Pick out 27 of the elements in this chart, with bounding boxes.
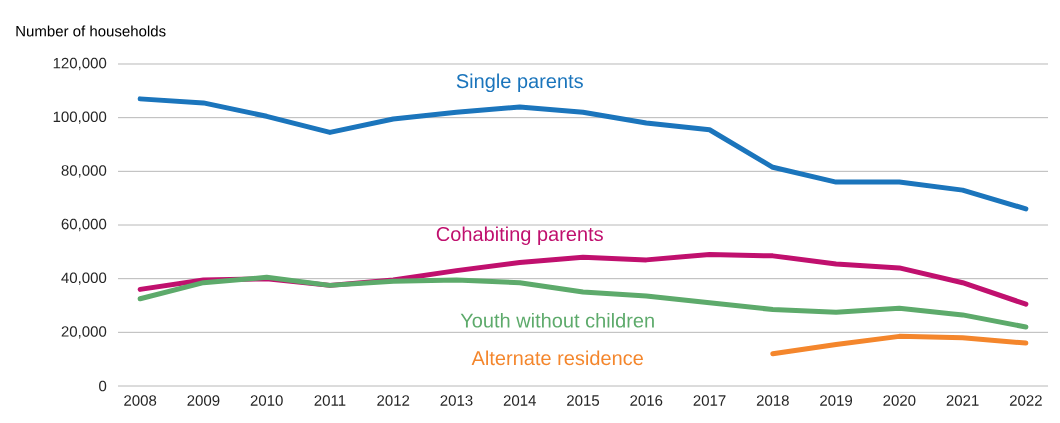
x-tick-label: 2013 <box>440 395 473 406</box>
x-tick-label: 2012 <box>377 395 410 406</box>
x-tick-label: 2014 <box>503 395 536 406</box>
y-tick-label: 80,000 <box>61 165 107 178</box>
x-tick-label: 2018 <box>756 395 789 406</box>
y-tick-label: 60,000 <box>61 218 107 232</box>
x-tick-label: 2009 <box>187 395 220 406</box>
x-tick-label: 2008 <box>124 395 157 406</box>
x-tick-label: 2019 <box>820 395 853 406</box>
x-tick-label: 2022 <box>1009 395 1042 406</box>
y-tick-label: 100,000 <box>53 111 107 124</box>
x-tick-label: 2015 <box>567 395 600 406</box>
y-axis-title: Number of households <box>16 25 166 37</box>
x-tick-label: 2011 <box>314 395 346 406</box>
y-tick-label: 40,000 <box>61 272 107 285</box>
x-tick-label: 2017 <box>693 395 726 406</box>
series-label: Cohabiting parents <box>436 226 603 246</box>
y-tick-label: 20,000 <box>61 326 107 339</box>
y-tick-label: 120,000 <box>53 57 107 71</box>
x-tick-label: 2020 <box>883 395 916 406</box>
y-tick-label: 0 <box>99 380 107 392</box>
x-tick-label: 2016 <box>630 395 663 406</box>
x-tick-label: 2021 <box>946 395 979 406</box>
series-label: Single parents <box>456 73 583 93</box>
text: Alternate residence <box>471 350 643 366</box>
series-label: Youth without children <box>460 312 654 328</box>
x-tick-label: 2010 <box>250 395 283 406</box>
